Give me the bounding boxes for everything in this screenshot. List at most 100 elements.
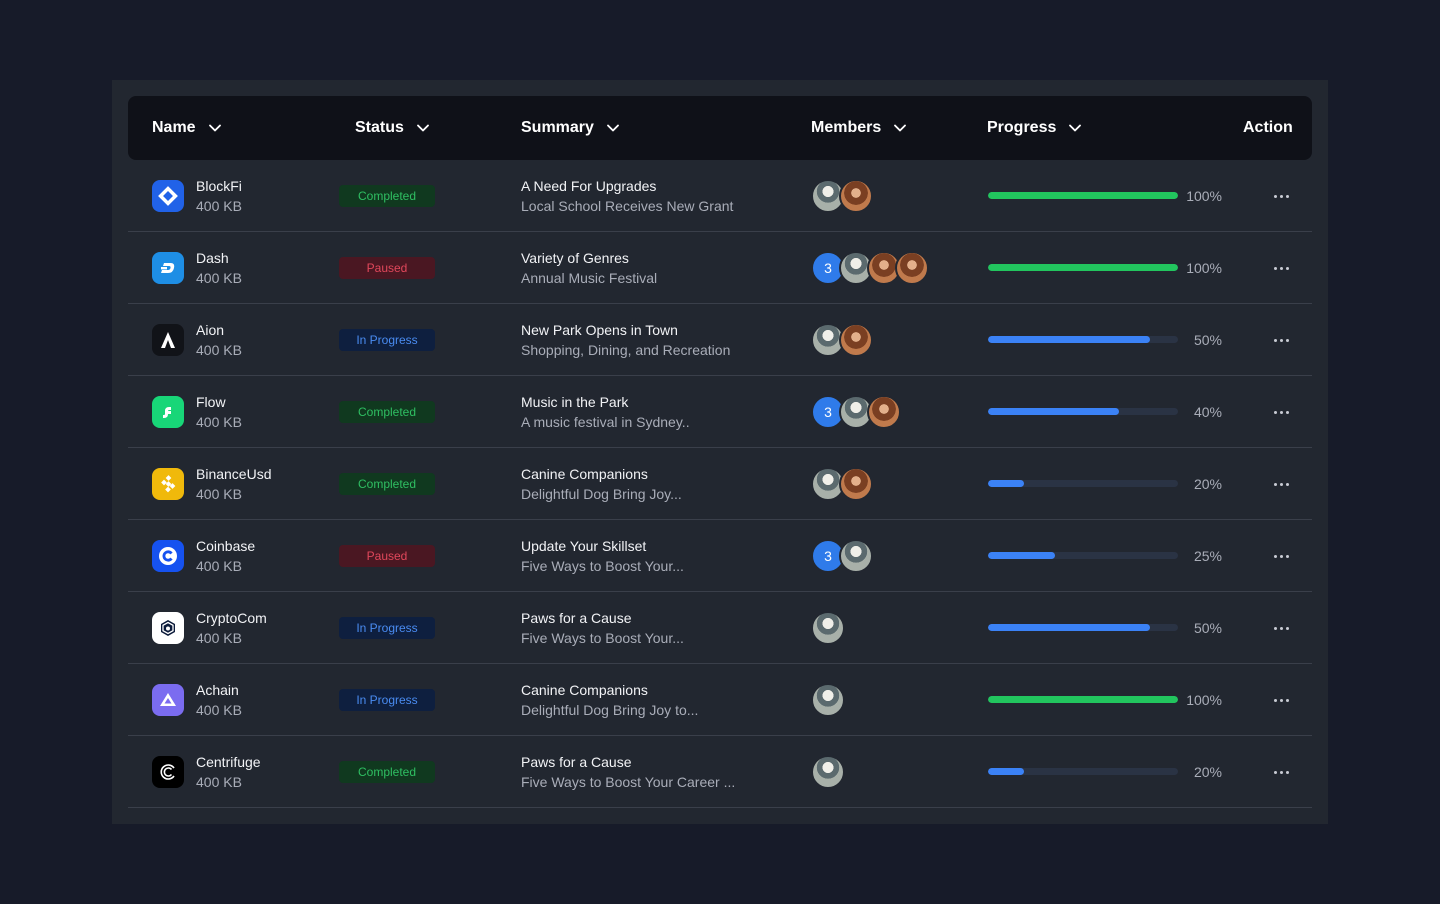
progress-bar-fill (988, 624, 1150, 631)
column-header-members[interactable]: Members (811, 96, 907, 160)
member-avatar[interactable] (839, 467, 873, 501)
column-header-progress[interactable]: Progress (987, 96, 1082, 160)
more-actions-icon[interactable] (1268, 762, 1294, 782)
members-avatars: 3 (811, 539, 873, 573)
summary-subtitle: Local School Receives New Grant (521, 198, 734, 214)
progress-bar-fill (988, 480, 1025, 487)
progress-percent: 50% (1193, 332, 1222, 348)
member-avatar[interactable] (811, 755, 845, 789)
status-badge: In Progress (339, 689, 435, 711)
status-badge: Paused (339, 257, 435, 279)
summary-title: Paws for a Cause (521, 610, 632, 626)
progress-bar (988, 264, 1178, 271)
member-avatar[interactable] (867, 395, 901, 429)
more-actions-icon[interactable] (1268, 690, 1294, 710)
table-row[interactable]: Centrifuge 400 KB Completed Paws for a C… (128, 736, 1312, 808)
asset-size: 400 KB (196, 198, 242, 214)
progress-bar (988, 696, 1178, 703)
progress-bar (988, 624, 1178, 631)
cryptocom-icon (152, 612, 184, 644)
table-row[interactable]: CryptoCom 400 KB In Progress Paws for a … (128, 592, 1312, 664)
members-avatars (811, 755, 845, 789)
blockfi-icon (152, 180, 184, 212)
column-header-label: Action (1243, 119, 1293, 136)
more-actions-icon[interactable] (1268, 546, 1294, 566)
table-row[interactable]: Flow 400 KB Completed Music in the Park … (128, 376, 1312, 448)
table-header: Name Status Summary Members Progress Act… (128, 96, 1312, 160)
member-avatar[interactable] (811, 683, 845, 717)
table-row[interactable]: BinanceUsd 400 KB Completed Canine Compa… (128, 448, 1312, 520)
more-actions-icon[interactable] (1268, 402, 1294, 422)
member-avatar[interactable] (811, 611, 845, 645)
aion-icon (152, 324, 184, 356)
centrifuge-icon (152, 756, 184, 788)
summary-subtitle: Shopping, Dining, and Recreation (521, 342, 731, 358)
more-actions-icon[interactable] (1268, 186, 1294, 206)
table-row[interactable]: BlockFi 400 KB Completed A Need For Upgr… (128, 160, 1312, 232)
summary-subtitle: Five Ways to Boost Your... (521, 630, 684, 646)
table-row[interactable]: Achain 400 KB In Progress Canine Compani… (128, 664, 1312, 736)
column-header-label: Members (811, 119, 882, 136)
member-avatar[interactable] (839, 395, 873, 429)
column-header-label: Summary (521, 119, 594, 136)
members-avatars (811, 179, 873, 213)
column-header-action: Action (1243, 96, 1293, 160)
asset-name: Centrifuge (196, 754, 261, 770)
asset-name: Coinbase (196, 538, 256, 554)
progress-percent: 100% (1186, 188, 1222, 204)
asset-size: 400 KB (196, 774, 242, 790)
asset-size: 400 KB (196, 486, 242, 502)
progress-bar (988, 768, 1178, 775)
achain-icon (152, 684, 184, 716)
table-body: BlockFi 400 KB Completed A Need For Upgr… (128, 160, 1312, 808)
asset-size: 400 KB (196, 270, 242, 286)
status-badge: Completed (339, 761, 435, 783)
progress-bar (988, 336, 1178, 343)
status-badge: Completed (339, 401, 435, 423)
progress-bar (988, 408, 1178, 415)
column-header-name[interactable]: Name (152, 96, 222, 160)
member-avatar[interactable] (839, 323, 873, 357)
table-row[interactable]: Coinbase 400 KB Paused Update Your Skill… (128, 520, 1312, 592)
member-count-badge[interactable]: 3 (811, 539, 845, 573)
progress-bar (988, 552, 1178, 559)
summary-subtitle: Annual Music Festival (521, 270, 658, 286)
more-actions-icon[interactable] (1268, 258, 1294, 278)
summary-title: A Need For Upgrades (521, 178, 657, 194)
progress-percent: 20% (1193, 764, 1222, 780)
chevron-down-icon (894, 124, 907, 132)
status-badge: Completed (339, 185, 435, 207)
progress-bar (988, 480, 1178, 487)
chevron-down-icon (1069, 124, 1082, 132)
table-panel: Name Status Summary Members Progress Act… (112, 80, 1328, 824)
summary-title: New Park Opens in Town (521, 322, 678, 338)
more-actions-icon[interactable] (1268, 330, 1294, 350)
table-row[interactable]: Dash 400 KB Paused Variety of Genres Ann… (128, 232, 1312, 304)
more-actions-icon[interactable] (1268, 618, 1294, 638)
column-header-status[interactable]: Status (355, 96, 430, 160)
member-avatar[interactable] (839, 179, 873, 213)
column-header-label: Status (355, 119, 404, 136)
progress-bar-fill (988, 336, 1150, 343)
more-actions-icon[interactable] (1268, 474, 1294, 494)
progress-bar-fill (988, 264, 1178, 271)
members-avatars (811, 611, 845, 645)
summary-title: Variety of Genres (521, 250, 629, 266)
column-header-label: Name (152, 119, 196, 136)
asset-size: 400 KB (196, 702, 242, 718)
progress-percent: 100% (1186, 692, 1222, 708)
summary-subtitle: Five Ways to Boost Your Career ... (521, 774, 736, 790)
members-avatars (811, 323, 873, 357)
progress-bar (988, 192, 1178, 199)
progress-bar-fill (988, 696, 1178, 703)
asset-size: 400 KB (196, 342, 242, 358)
column-header-summary[interactable]: Summary (521, 96, 620, 160)
member-avatar[interactable] (895, 251, 929, 285)
status-badge: In Progress (339, 329, 435, 351)
summary-subtitle: A music festival in Sydney.. (521, 414, 690, 430)
asset-size: 400 KB (196, 414, 242, 430)
table-row[interactable]: Aion 400 KB In Progress New Park Opens i… (128, 304, 1312, 376)
members-avatars: 3 (811, 251, 929, 285)
summary-title: Paws for a Cause (521, 754, 632, 770)
member-avatar[interactable] (839, 539, 873, 573)
